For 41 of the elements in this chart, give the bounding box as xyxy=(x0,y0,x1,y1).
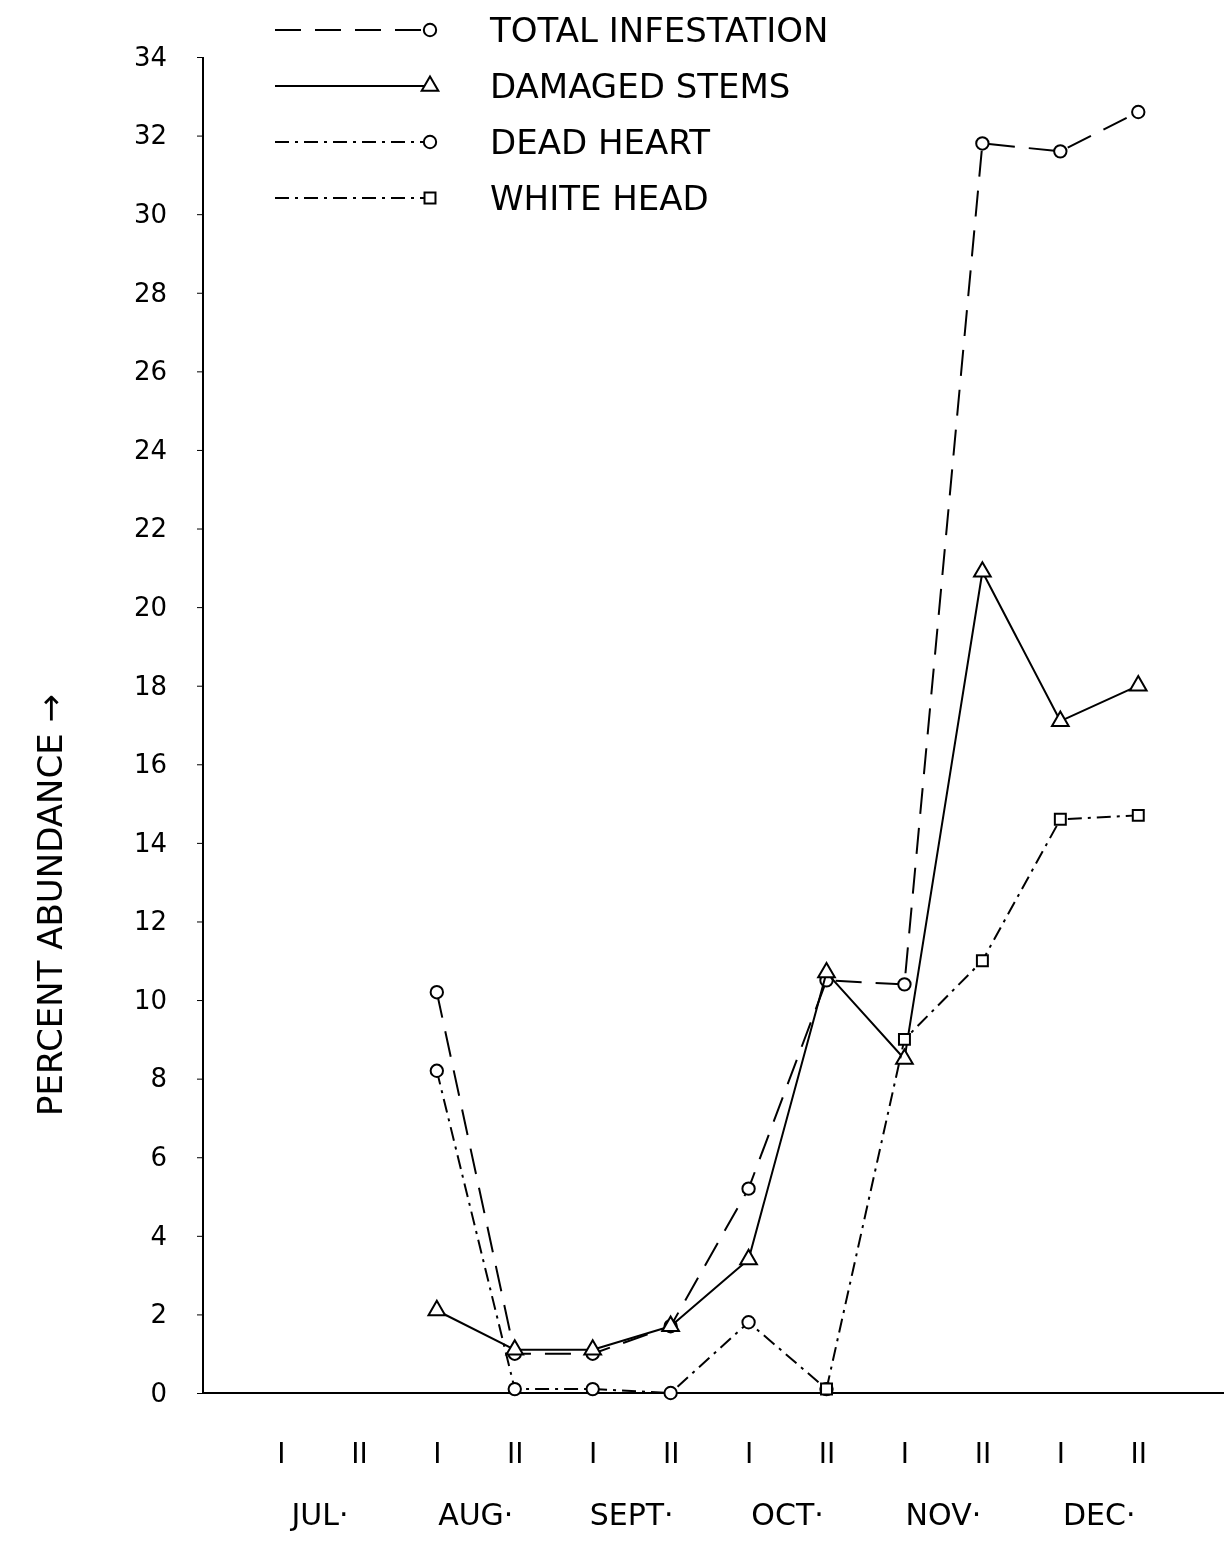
legend-label: WHITE HEAD xyxy=(490,178,709,218)
y-tick-label: 28 xyxy=(133,277,167,308)
x-tick-label: II xyxy=(1130,1436,1148,1470)
y-tick-label: 0 xyxy=(150,1377,167,1408)
x-tick-label: II xyxy=(818,1436,836,1470)
x-tick-label: I xyxy=(1056,1436,1065,1470)
text: DEC· xyxy=(1063,1497,1136,1532)
legend-label: TOTAL INFESTATION xyxy=(489,10,829,50)
x-tick-label: II xyxy=(507,1436,524,1470)
text: OCT· xyxy=(751,1497,824,1532)
y-tick-label: 32 xyxy=(133,120,167,151)
x-tick-label: II xyxy=(351,1436,368,1470)
x-tick-label: I xyxy=(589,1436,598,1470)
y-tick-label: 4 xyxy=(150,1220,167,1251)
y-tick-label: 20 xyxy=(133,591,167,622)
y-tick-label: 10 xyxy=(133,984,167,1015)
y-tick-label: 30 xyxy=(133,199,167,229)
y-tick-label: 22 xyxy=(133,513,167,544)
x-tick-label: II xyxy=(974,1436,992,1470)
x-tick-label: I xyxy=(433,1436,442,1470)
legend-label: DEAD HEART xyxy=(490,122,711,162)
text: JUL· xyxy=(289,1497,349,1532)
x-tick-label: I xyxy=(900,1436,910,1470)
x-tick-label: II xyxy=(662,1436,680,1470)
text: AUG· xyxy=(438,1497,514,1532)
text: SEPT· xyxy=(589,1497,674,1532)
y-tick-label: 6 xyxy=(150,1142,167,1173)
y-tick-label: 2 xyxy=(150,1299,167,1330)
legend-label: DAMAGED STEMS xyxy=(490,66,791,106)
y-tick-label: 14 xyxy=(133,827,167,858)
x-tick-label: I xyxy=(277,1436,286,1470)
y-axis-title: PERCENT ABUNDANCE → xyxy=(30,694,70,1116)
y-tick-label: 8 xyxy=(150,1063,167,1094)
y-tick-label: 12 xyxy=(133,906,167,937)
y-tick-label: 24 xyxy=(133,434,167,465)
y-tick-label: 34 xyxy=(133,41,167,72)
y-tick-label: 16 xyxy=(133,749,167,780)
text: NOV· xyxy=(905,1497,982,1532)
x-tick-label: I xyxy=(744,1436,754,1470)
y-tick-label: 26 xyxy=(133,356,167,387)
y-tick-label: 18 xyxy=(133,670,167,701)
